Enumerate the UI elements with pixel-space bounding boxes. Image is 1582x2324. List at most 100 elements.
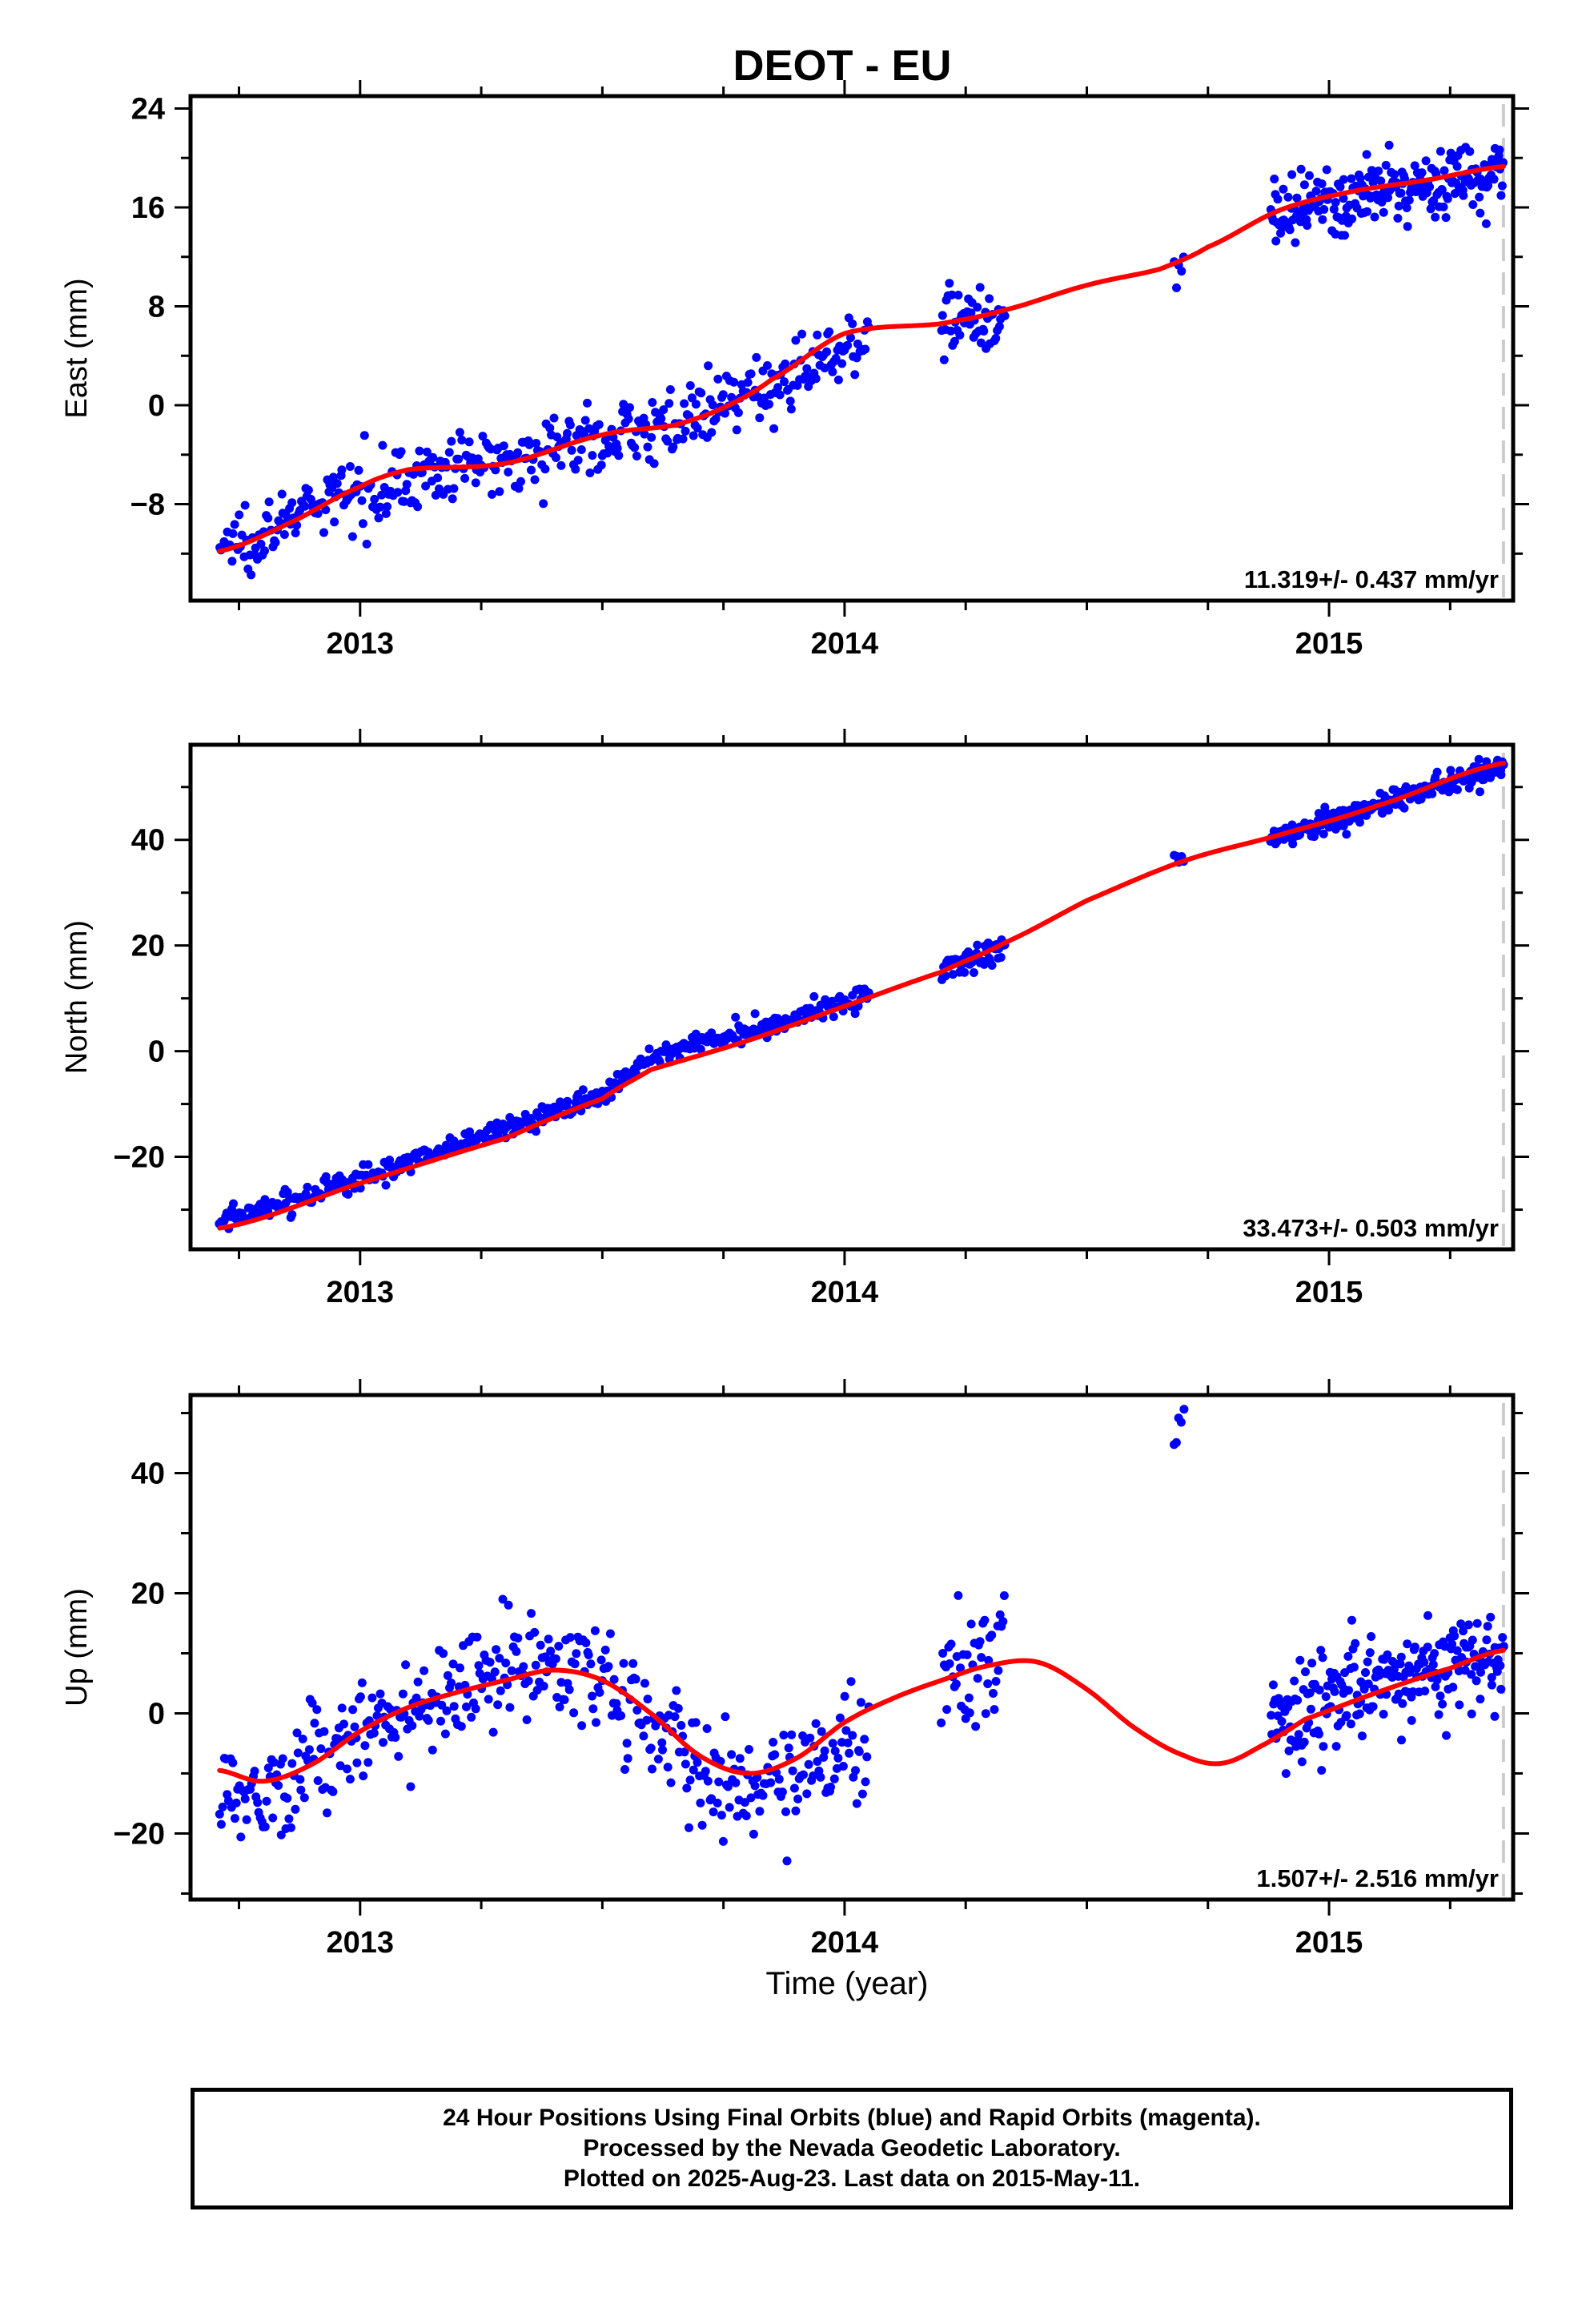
up-data-point <box>653 1755 663 1764</box>
up-data-point <box>1407 1715 1416 1725</box>
up-data-point <box>1343 1651 1353 1661</box>
east-data-point <box>393 488 403 497</box>
east-data-point <box>822 347 832 356</box>
up-data-point <box>287 1759 297 1768</box>
up-data-point <box>316 1744 326 1754</box>
east-data-point <box>973 303 982 312</box>
up-data-point <box>758 1791 768 1800</box>
east-data-point <box>640 429 649 439</box>
north-data-point <box>578 1085 588 1095</box>
x-axis-label: Time (year) <box>766 1966 929 2001</box>
up-data-point <box>980 1615 990 1625</box>
up-data-point <box>642 1715 652 1725</box>
east-data-point <box>1347 214 1357 223</box>
up-data-point <box>307 1699 317 1708</box>
east-data-point <box>1396 188 1406 198</box>
up-data-point <box>657 1738 667 1747</box>
up-data-point <box>555 1703 564 1711</box>
up-data-point <box>546 1647 556 1656</box>
up-x-tick-label: 2013 <box>327 1926 395 1960</box>
north-data-point <box>1432 767 1442 777</box>
up-data-point <box>805 1733 815 1743</box>
up-data-point <box>693 1758 702 1767</box>
north-data-point <box>960 967 970 977</box>
east-data-point <box>820 364 829 372</box>
north-data-point <box>941 971 950 981</box>
east-data-point <box>583 398 592 408</box>
up-data-point <box>1496 1684 1506 1694</box>
east-data-point <box>556 460 566 470</box>
up-data-point <box>375 1689 385 1699</box>
up-data-point <box>413 1677 423 1687</box>
up-y-axis-label: Up (mm) <box>60 1588 94 1707</box>
up-data-point <box>723 1782 733 1791</box>
up-data-point <box>965 1708 974 1718</box>
north-data-point <box>1319 829 1328 838</box>
east-data-point <box>455 428 464 437</box>
east-data-point <box>1437 185 1447 195</box>
up-data-point <box>804 1759 813 1769</box>
up-data-point <box>532 1686 542 1695</box>
up-data-point <box>319 1727 329 1736</box>
east-data-point <box>687 393 697 403</box>
east-data-point <box>1276 228 1285 238</box>
up-data-point <box>718 1836 728 1846</box>
up-data-point <box>485 1658 495 1667</box>
up-data-point <box>1330 1687 1339 1696</box>
east-x-tick-label: 2013 <box>327 627 395 661</box>
up-data-point <box>467 1712 476 1722</box>
up-data-point <box>276 1830 286 1839</box>
up-data-point <box>496 1686 505 1695</box>
east-data-point <box>447 436 456 446</box>
up-data-point <box>605 1629 615 1638</box>
north-y-tick-label: 20 <box>131 930 165 963</box>
east-data-point <box>1403 222 1412 231</box>
up-data-point <box>612 1699 621 1708</box>
east-data-point <box>632 452 641 460</box>
east-data-point <box>1283 192 1293 202</box>
up-data-point <box>731 1778 741 1787</box>
up-data-point <box>1367 1632 1376 1641</box>
up-data-point <box>1171 1437 1181 1447</box>
up-data-point <box>628 1659 638 1668</box>
east-data-point <box>409 469 418 479</box>
east-data-point <box>743 378 753 387</box>
up-data-point <box>802 1789 812 1799</box>
up-y-tick-label: −20 <box>114 1818 165 1852</box>
up-data-point <box>448 1659 458 1669</box>
east-data-point <box>994 322 1004 332</box>
up-data-point <box>1396 1652 1406 1662</box>
up-data-point <box>436 1716 445 1726</box>
east-data-point <box>659 405 669 415</box>
north-x-tick-label: 2013 <box>327 1276 395 1309</box>
east-data-point <box>765 400 773 409</box>
north-data-point <box>1287 820 1297 830</box>
east-data-point <box>976 338 986 348</box>
up-data-point <box>394 1751 404 1761</box>
north-data-point <box>809 991 819 1001</box>
east-data-point <box>1322 165 1331 175</box>
north-data-point <box>1427 789 1437 798</box>
up-data-point <box>536 1640 545 1650</box>
up-panel: 2013 2014 2015 40 20 0 −20 Up (mm) 1.507+/- 2.51… <box>60 1379 1529 1960</box>
east-data-point <box>1363 207 1372 216</box>
up-data-point <box>787 1730 797 1739</box>
north-data-point <box>260 1195 270 1204</box>
north-data-point <box>987 961 997 970</box>
up-data-point <box>507 1666 516 1675</box>
up-data-point <box>218 1802 227 1811</box>
east-data-point <box>359 431 369 440</box>
east-data-point <box>478 432 488 441</box>
up-data-point <box>250 1767 259 1776</box>
up-data-point <box>951 1679 961 1689</box>
up-data-point <box>696 1798 705 1807</box>
east-data-point <box>861 344 870 354</box>
up-data-point <box>472 1632 482 1642</box>
up-data-point <box>524 1676 533 1686</box>
north-data-point <box>1476 787 1484 797</box>
up-data-point <box>1459 1626 1468 1636</box>
up-data-point <box>977 1653 986 1663</box>
up-data-point <box>817 1727 826 1736</box>
east-data-point <box>1318 215 1327 224</box>
up-data-point <box>784 1743 793 1753</box>
